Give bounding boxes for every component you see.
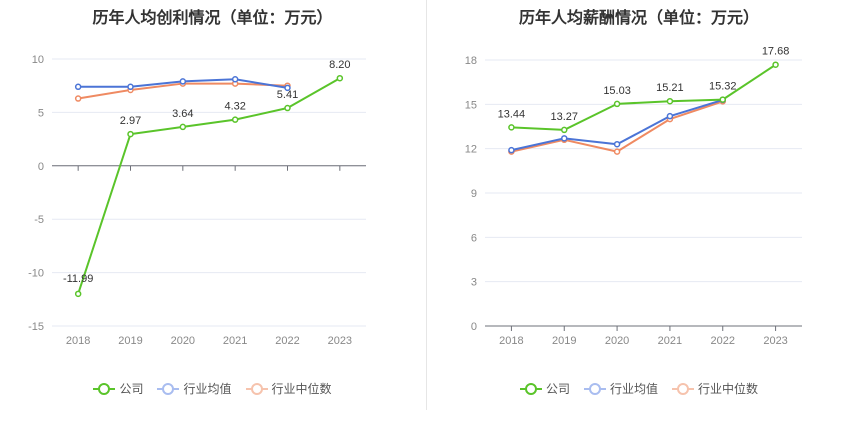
x-tick-label: 2023: [763, 335, 787, 347]
legend-item-industry-median[interactable]: 行业中位数: [672, 380, 758, 397]
legend-item-industry-mean[interactable]: 行业均值: [157, 380, 232, 397]
x-tick-label: 2021: [223, 335, 247, 347]
data-point: [613, 140, 621, 148]
data-label: 15.21: [656, 82, 684, 94]
data-point: [561, 135, 568, 142]
data-point: [179, 78, 187, 85]
chart-legend: 公司 行业均值 行业中位数: [0, 380, 425, 397]
data-label: 4.32: [224, 101, 245, 113]
legend-label: 公司: [119, 382, 144, 396]
y-tick-label: 0: [38, 161, 44, 173]
data-point: [74, 83, 82, 91]
chart-title: 历年人均创利情况（单位：万元）: [92, 10, 333, 27]
profit-per-capita-chart: 历年人均创利情况（单位：万元） -15 -10 -5 0 5 10 2018 2019 2020…: [0, 10, 425, 397]
data-point: [74, 290, 82, 298]
data-point: [284, 84, 291, 92]
y-tick-label: -5: [34, 214, 44, 226]
y-tick-label: 5: [38, 107, 44, 119]
y-tick-label: 12: [465, 144, 477, 156]
panel-divider: [426, 0, 427, 410]
series-line-company: [77, 77, 341, 295]
x-tick-label: 2019: [118, 335, 142, 347]
data-point: [74, 95, 82, 102]
data-label: 3.64: [172, 108, 193, 120]
data-label: 13.44: [498, 108, 526, 120]
x-tick-label: 2021: [658, 335, 682, 347]
salary-per-capita-chart: 历年人均薪酬情况（单位：万元） 0 3 6 9 12 15 18 2018 2019 2020 20…: [428, 0, 850, 436]
x-tick-label: 2020: [605, 335, 629, 347]
data-point: [127, 130, 134, 138]
y-tick-label: 18: [465, 55, 477, 67]
data-label: 5.41: [277, 89, 298, 101]
y-tick-label: 10: [32, 54, 44, 66]
data-point: [613, 100, 621, 108]
legend-label: 行业均值: [183, 382, 232, 396]
data-point: [666, 112, 674, 120]
data-point: [336, 74, 344, 82]
y-tick-label: -15: [28, 321, 44, 333]
data-point: [508, 124, 515, 131]
data-point: [231, 76, 239, 83]
chart-legend: 公司 行业均值 行业中位数: [428, 380, 850, 397]
legend-item-industry-mean[interactable]: 行业均值: [583, 380, 658, 397]
data-label: 17.68: [762, 46, 790, 58]
series-line-company: [511, 63, 777, 131]
y-tick-label: 15: [465, 99, 477, 111]
y-tick-label: 9: [471, 188, 477, 200]
data-point: [508, 146, 515, 154]
profit-chart-plot: -15 -10 -5 0 5 10 2018 2019 2020 2021 2022 2023 -11.…: [28, 54, 366, 347]
data-point: [561, 126, 568, 134]
chart-title: 历年人均薪酬情况（单位：万元）: [518, 10, 759, 27]
data-point: [666, 97, 674, 105]
y-tick-label: -10: [28, 268, 44, 280]
data-point: [772, 61, 779, 68]
data-point: [719, 96, 726, 103]
legend-label: 公司: [545, 382, 570, 396]
data-label: 15.03: [603, 85, 631, 97]
x-tick-label: 2019: [552, 335, 576, 347]
legend-label: 行业中位数: [271, 382, 332, 396]
data-label: -11.99: [63, 273, 93, 285]
legend-label: 行业均值: [609, 382, 658, 396]
data-point: [284, 104, 291, 112]
y-tick-label: 0: [471, 321, 477, 333]
x-tick-label: 2020: [171, 335, 195, 347]
salary-chart-plot: 0 3 6 9 12 15 18 2018 2019 2020 2021 2022 2023 13.44 1…: [465, 46, 802, 347]
data-label: 15.32: [709, 81, 737, 93]
legend-item-company[interactable]: 公司: [93, 380, 143, 397]
x-tick-label: 2018: [66, 335, 90, 347]
data-label: 2.97: [120, 115, 141, 127]
legend-item-company[interactable]: 公司: [519, 380, 570, 397]
y-tick-label: 3: [471, 277, 477, 289]
x-tick-label: 2018: [499, 335, 523, 347]
x-tick-label: 2022: [711, 335, 735, 347]
data-point: [179, 123, 187, 131]
data-point: [231, 116, 239, 123]
x-tick-label: 2023: [328, 335, 352, 347]
legend-label: 行业中位数: [698, 382, 759, 396]
data-point: [613, 148, 621, 155]
x-tick-label: 2022: [275, 335, 299, 347]
legend-item-industry-median[interactable]: 行业中位数: [245, 380, 332, 397]
data-label: 8.20: [329, 59, 350, 71]
data-point: [127, 83, 134, 91]
y-tick-label: 6: [471, 232, 477, 244]
data-label: 13.27: [550, 111, 578, 123]
